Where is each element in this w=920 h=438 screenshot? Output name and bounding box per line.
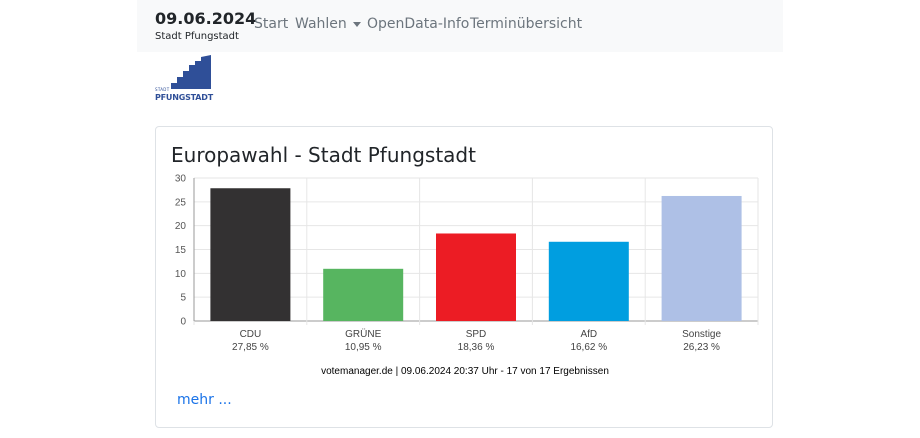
bar-sonstige [661,195,742,321]
value-label: 16,62 % [570,342,607,353]
caret-down-icon [352,21,361,27]
category-label: AfD [580,329,597,340]
election-card: Europawahl - Stadt Pfungstadt 0 5 10 15 20 25… [155,126,773,428]
value-label: 10,95 % [345,342,382,353]
category-label: Sonstige [682,329,721,340]
city-logo[interactable]: STADT PFUNGSTADT [153,55,217,107]
category-label: SPD [466,329,487,340]
nav-start[interactable]: Start [254,16,289,32]
election-date[interactable]: 09.06.2024 [155,9,257,28]
bar-cdu [210,188,291,321]
logo-text-stadt: STADT [155,87,170,92]
nav-terminuebersicht[interactable]: Terminübersicht [470,16,583,32]
value-label: 27,85 % [232,342,269,353]
value-label: 26,23 % [683,342,720,353]
city-name[interactable]: Stadt Pfungstadt [155,31,239,42]
y-tick-label: 10 [175,269,187,280]
y-tick-label: 0 [180,317,186,328]
y-tick-label: 25 [175,197,187,208]
chart-title: Europawahl - Stadt Pfungstadt [171,143,476,167]
category-label: CDU [240,329,262,340]
bar-afd [548,241,629,321]
navbar: 09.06.2024 Stadt Pfungstadt Start Wahlen… [137,0,783,52]
bar-spd [436,233,516,321]
nav-wahlen-dropdown[interactable]: Wahlen [295,16,361,32]
y-tick-label: 5 [180,293,186,304]
value-label: 18,36 % [458,342,495,353]
y-tick-label: 20 [175,221,187,232]
nav-wahlen-label: Wahlen [295,16,347,32]
nav-opendata-info[interactable]: OpenData-Info [367,16,470,32]
y-tick-label: 15 [175,245,187,256]
more-link[interactable]: mehr ... [177,392,232,408]
bar-chart: 0 5 10 15 20 25 30 CDU 27,85 % GRÜNE 10,95 % SPD 18,… [175,174,759,353]
chart-source: votemanager.de | 09.06.2024 20:37 Uhr - … [321,366,609,377]
logo-text-pfungstadt: PFUNGSTADT [155,93,213,102]
city-logo-icon [171,55,211,89]
category-label: GRÜNE [345,328,381,340]
bar-grüne [323,268,404,321]
y-tick-label: 30 [175,174,187,185]
